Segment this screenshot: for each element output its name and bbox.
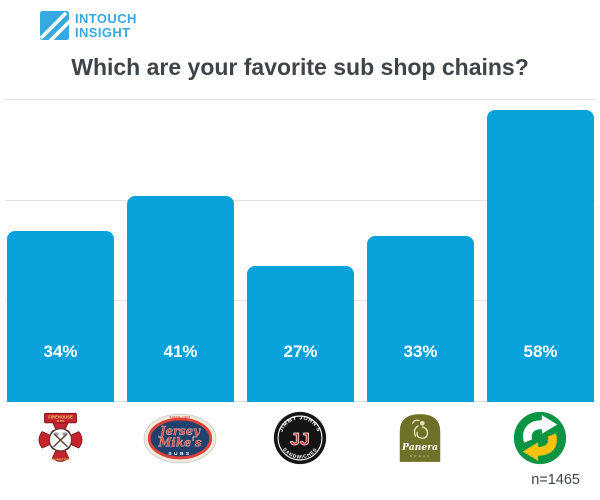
bar-panera-bread: 33% — [367, 236, 474, 402]
bar-subway: 58% — [487, 110, 594, 402]
bar-value-label: 33% — [403, 342, 438, 361]
jimmy-monogram-text: JJ — [290, 429, 310, 449]
intouch-insight-logo: INTOUCH INSIGHT — [40, 11, 137, 40]
intouch-insight-mark-icon — [40, 11, 69, 40]
jersey-mikes-logo: SINCE 1956 Jersey Mike's SUBS — [120, 403, 240, 473]
jersey-since-text: SINCE 1956 — [169, 414, 190, 418]
subway-logo — [480, 403, 600, 473]
bar-firehouse-subs: 34% — [7, 231, 114, 402]
firehouse-banner-text: FIREHOUSE — [48, 414, 73, 419]
subway-icon — [513, 411, 567, 465]
bar-jimmy-john-s: 27% — [247, 266, 354, 402]
panera-sub-text: BREAD — [410, 454, 432, 458]
firehouse-subs-icon: FIREHOUSE SUBS FOUNDATION — [38, 412, 82, 462]
brand-line2: INSIGHT — [75, 24, 131, 40]
bar-value-label: 34% — [43, 342, 78, 361]
page-title: Which are your favorite sub shop chains? — [71, 54, 529, 80]
bar-value-label: 58% — [523, 342, 558, 361]
firehouse-bottom-text: FOUNDATION — [50, 457, 71, 461]
jimmy-johns-icon: JIMMY JOHN'S SANDWICHES JJ — [273, 411, 327, 465]
jimmy-johns-logo: JIMMY JOHN'S SANDWICHES JJ — [240, 403, 360, 473]
gridline-60 — [5, 99, 595, 100]
sample-size-note: n=1465 — [531, 472, 580, 488]
jersey-name-line1: Jersey — [158, 424, 201, 438]
panera-bread-icon: Panera BREAD — [399, 414, 441, 462]
x-axis-logos: FIREHOUSE SUBS FOUNDATION SINCE 1956 Jer… — [0, 403, 600, 473]
brand-name: INTOUCH INSIGHT — [75, 10, 137, 40]
bar-chart: 34% 41% 27% 33% 58% — [0, 90, 600, 402]
brand-line1: INTOUCH — [75, 10, 137, 26]
bar-value-label: 41% — [163, 342, 198, 361]
gridline-40 — [5, 199, 595, 201]
jersey-mikes-icon: SINCE 1956 Jersey Mike's SUBS — [143, 413, 217, 463]
jersey-subs-text: SUBS — [168, 451, 191, 457]
jersey-name-line2: Mike's — [157, 435, 201, 449]
firehouse-banner-sub-text: SUBS — [56, 419, 64, 423]
panera-name-text: Panera — [401, 442, 438, 453]
firehouse-subs-logo: FIREHOUSE SUBS FOUNDATION — [0, 403, 120, 473]
bar-value-label: 27% — [283, 342, 318, 361]
panera-bread-logo: Panera BREAD — [360, 403, 480, 473]
bar-jersey-mike-s: 41% — [127, 196, 234, 402]
